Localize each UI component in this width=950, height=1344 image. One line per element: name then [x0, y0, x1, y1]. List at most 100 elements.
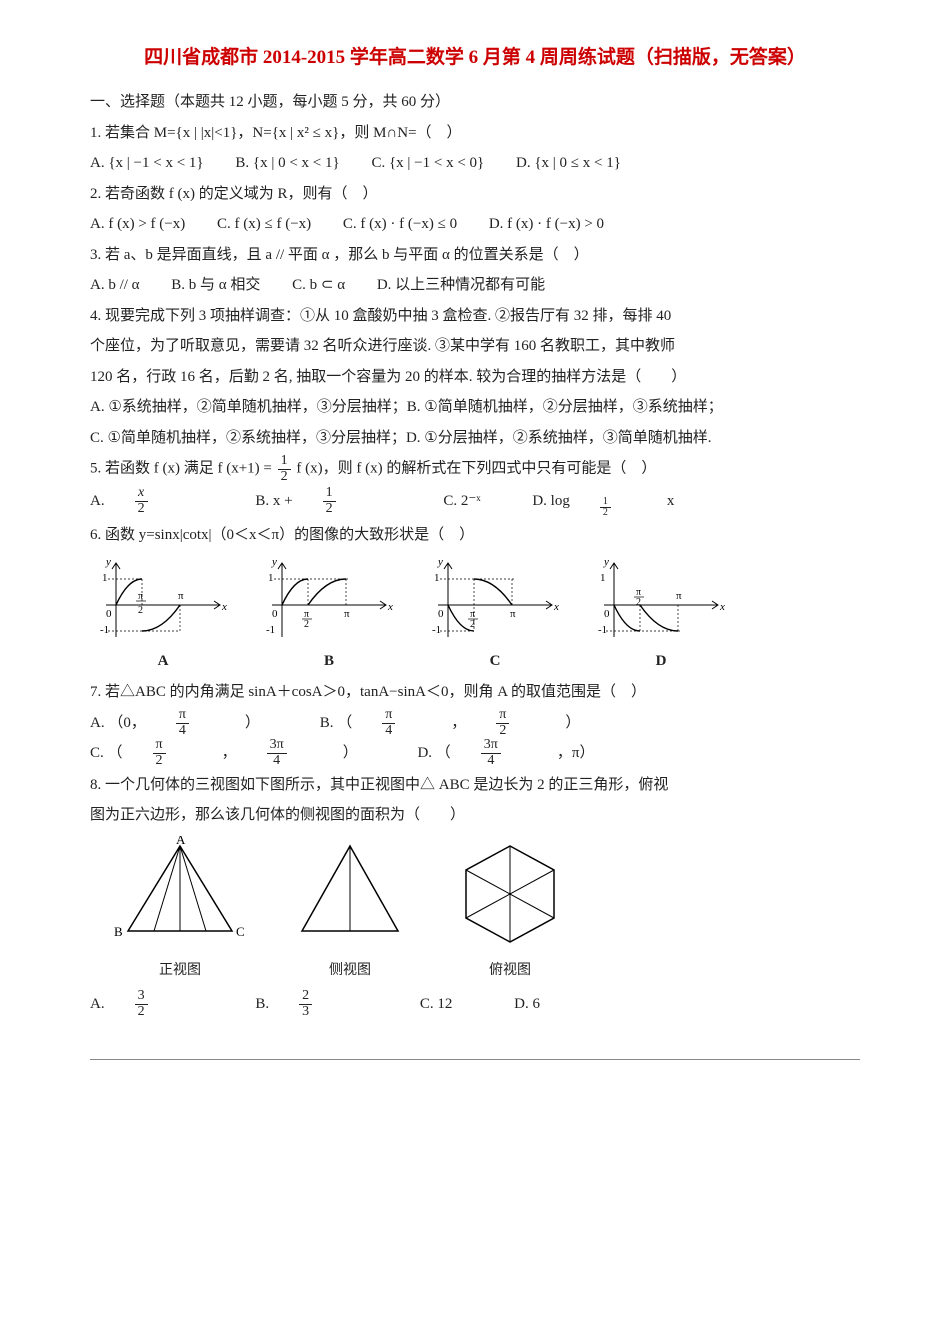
- svg-text:1: 1: [268, 572, 274, 584]
- svg-text:-1: -1: [266, 624, 275, 636]
- frac-den: 2: [135, 1005, 148, 1020]
- q5-opt-c: C. 2⁻ˣ: [443, 487, 480, 516]
- svg-text:0: 0: [438, 608, 444, 620]
- q4-line1: 4. 现要完成下列 3 项抽样调查：①从 10 盒酸奶中抽 3 盒检查. ②报告…: [90, 302, 860, 331]
- q5-opt-d: D. log12 x: [532, 487, 702, 519]
- svg-text:0: 0: [272, 608, 278, 620]
- q5-d-post: x: [667, 487, 675, 516]
- q6-graphs: 1 -1 0 π 2 π x y A 1 -1 0 π: [98, 555, 860, 676]
- q1-opt-c: C. {x | −1 < x < 0}: [371, 149, 484, 178]
- q8-views: A B C 正视图 侧视图 俯视图: [110, 836, 860, 985]
- q5-b-pre: B. x +: [255, 487, 292, 516]
- q8-top-view: 俯视图: [450, 836, 570, 985]
- q7-options: A. （0，π4） B. （π4，π2） C. （π2，3π4） D. （3π4…: [90, 708, 860, 769]
- section-header: 一、选择题（本题共 12 小题，每小题 5 分，共 60 分）: [90, 88, 860, 117]
- frac-3pi4d: 3π4: [481, 738, 529, 768]
- q3-opt-a: A. b // α: [90, 271, 140, 300]
- footer-rule: [90, 1059, 860, 1060]
- frac-den: 4: [481, 754, 501, 769]
- svg-text:0: 0: [106, 608, 112, 620]
- svg-text:x: x: [553, 601, 559, 613]
- svg-text:0: 0: [604, 608, 610, 620]
- frac-pi4b: π4: [382, 708, 423, 738]
- frac-den: 4: [382, 724, 395, 739]
- q8-opt-a: A. 32: [90, 989, 204, 1019]
- frac-23: 23: [299, 989, 340, 1019]
- q7-opt-b: B. （π4，π2）: [320, 708, 609, 738]
- front-view-label: 正视图: [110, 958, 250, 985]
- q1-opt-a: A. {x | −1 < x < 1}: [90, 149, 204, 178]
- frac-num: 1: [278, 454, 291, 470]
- frac-num: 3: [135, 989, 148, 1005]
- svg-text:1: 1: [600, 572, 606, 584]
- q8-line2: 图为正六边形，那么该几何体的侧视图的面积为（ ）: [90, 801, 860, 830]
- q6-graph-b: 1 -1 0 π 2 π x y B: [264, 555, 394, 676]
- svg-text:1: 1: [434, 572, 440, 584]
- frac-den: 2: [278, 470, 291, 485]
- q7-c-post: ）: [343, 739, 358, 768]
- svg-text:-1: -1: [100, 624, 109, 636]
- svg-text:-1: -1: [598, 624, 607, 636]
- q6-graph-d: 1 -1 0 π 2 π x y D: [596, 555, 726, 676]
- q6-label-b: B: [264, 647, 394, 676]
- frac-half2: 12: [323, 486, 364, 516]
- q1-stem: 1. 若集合 M={x | |x|<1}，N={x | x² ≤ x}，则 M∩…: [90, 119, 860, 148]
- q8-options: A. 32 B. 23 C. 12 D. 6: [90, 989, 860, 1019]
- frac-num: π: [153, 738, 166, 754]
- frac-num: π: [176, 708, 189, 724]
- q2-opt-c: C. f (x) · f (−x) ≤ 0: [343, 210, 457, 239]
- svg-text:π: π: [510, 608, 516, 620]
- q6-label-d: D: [596, 647, 726, 676]
- frac-num: 1: [323, 486, 336, 502]
- frac-num: π: [496, 708, 509, 724]
- q8-opt-d: D. 6: [514, 990, 540, 1019]
- q7-c-mid: ，: [222, 739, 237, 768]
- frac-32: 32: [135, 989, 176, 1019]
- frac-pi4: π4: [176, 708, 217, 738]
- q8-side-view: 侧视图: [290, 836, 410, 985]
- q2-opt-b: C. f (x) ≤ f (−x): [217, 210, 311, 239]
- q4-opt-ab: A. ①系统抽样，②简单随机抽样，③分层抽样；B. ①简单随机抽样，②分层抽样，…: [90, 393, 860, 422]
- q7-c-pre: C. （: [90, 739, 123, 768]
- frac-den: 2: [600, 508, 611, 519]
- q6-label-c: C: [430, 647, 560, 676]
- svg-text:x: x: [221, 601, 227, 613]
- q2-opt-a: A. f (x) > f (−x): [90, 210, 185, 239]
- q7-d-post: ，π）: [557, 739, 595, 768]
- q5-options: A. x2 B. x + 12 C. 2⁻ˣ D. log12 x: [90, 486, 860, 518]
- q7-b-pre: B. （: [320, 709, 353, 738]
- top-view-label: 俯视图: [450, 958, 570, 985]
- frac-pi2: π2: [496, 708, 537, 738]
- frac-den: 2: [135, 502, 148, 517]
- svg-text:x: x: [719, 601, 725, 613]
- frac-den: 2: [323, 502, 336, 517]
- q7-b-mid: ，: [451, 709, 466, 738]
- q7-opt-d: D. （ 3π4 ，π）: [417, 738, 622, 768]
- q7-opt-a: A. （0，π4）: [90, 708, 288, 738]
- q8-b-pre: B.: [255, 990, 269, 1019]
- frac-num: x: [135, 486, 148, 502]
- q3-stem: 3. 若 a、b 是异面直线，且 a // 平面 α ，那么 b 与平面 α 的…: [90, 241, 860, 270]
- q3-options: A. b // α B. b 与 α 相交 C. b ⊂ α D. 以上三种情况…: [90, 271, 860, 300]
- frac-half-sub: 12: [600, 497, 639, 519]
- svg-text:C: C: [236, 924, 245, 939]
- frac-den: 2: [496, 724, 509, 739]
- q7-stem: 7. 若△ABC 的内角满足 sinA＋cosA＞0，tanA−sinA＜0，则…: [90, 678, 860, 707]
- frac-half: 12: [278, 454, 291, 484]
- q4-line3: 120 名，行政 16 名，后勤 2 名, 抽取一个容量为 20 的样本. 较为…: [90, 363, 860, 392]
- frac-den: 4: [176, 724, 189, 739]
- q2-options: A. f (x) > f (−x) C. f (x) ≤ f (−x) C. f…: [90, 210, 860, 239]
- svg-text:1: 1: [102, 572, 108, 584]
- q7-b-post: ）: [565, 709, 580, 738]
- svg-text:-1: -1: [432, 624, 441, 636]
- q1-options: A. {x | −1 < x < 1} B. {x | 0 < x < 1} C…: [90, 149, 860, 178]
- q2-opt-d: D. f (x) · f (−x) > 0: [489, 210, 604, 239]
- side-view-label: 侧视图: [290, 958, 410, 985]
- q2-stem: 2. 若奇函数 f (x) 的定义域为 R，则有（ ）: [90, 180, 860, 209]
- q4-line2: 个座位，为了听取意见，需要请 32 名听众进行座谈. ③某中学有 160 名教职…: [90, 332, 860, 361]
- svg-text:π: π: [178, 590, 184, 602]
- svg-text:y: y: [603, 556, 609, 568]
- frac-num: 3π: [481, 738, 501, 754]
- q7-d-pre: D. （: [417, 739, 450, 768]
- q6-graph-c: 1 -1 0 π 2 π x y C: [430, 555, 560, 676]
